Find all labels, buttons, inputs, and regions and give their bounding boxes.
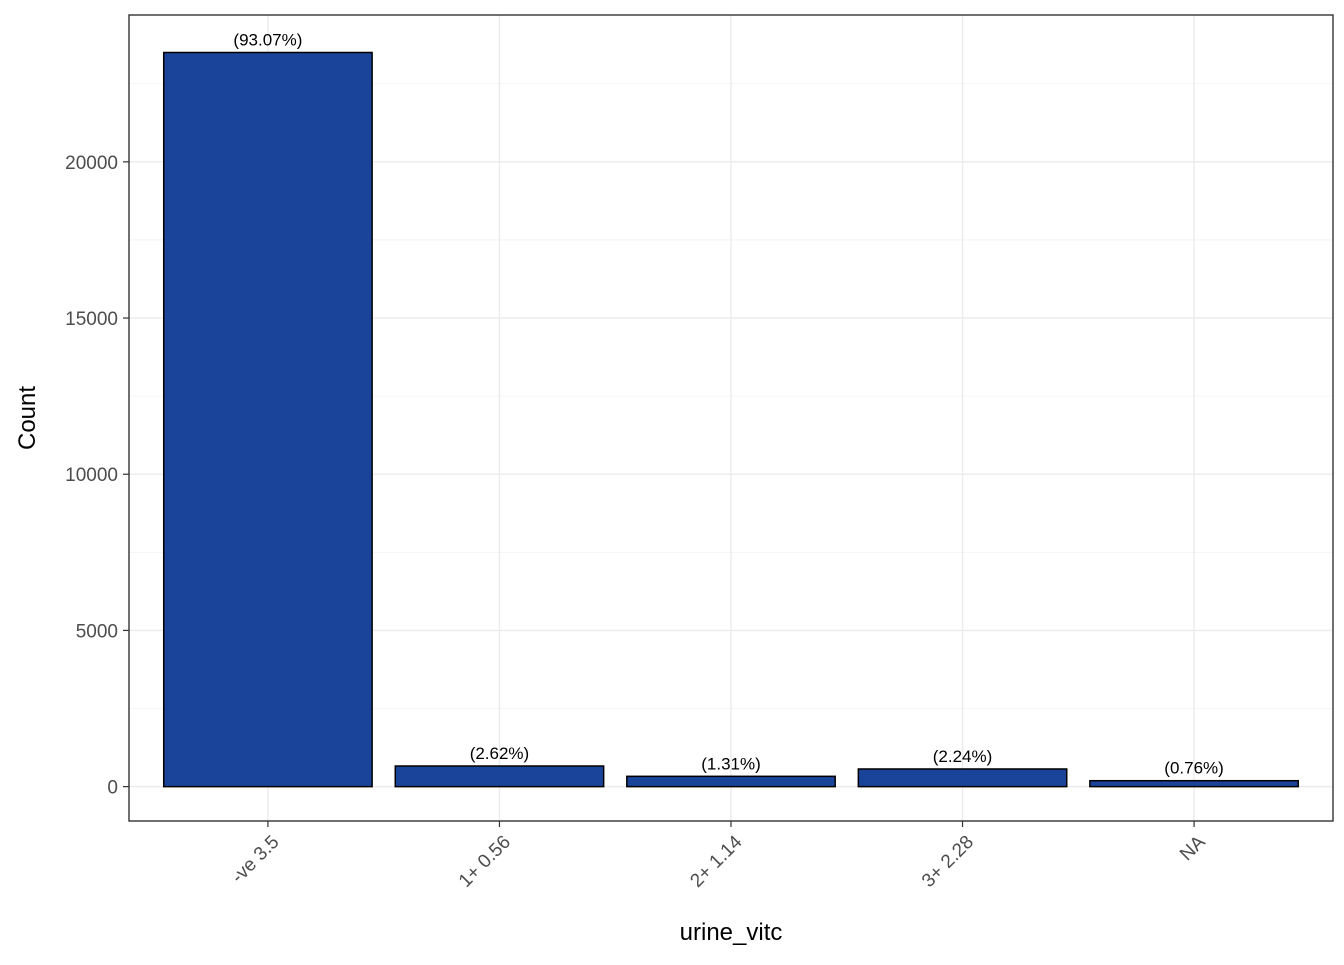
data-label-1: (2.62%) — [470, 744, 530, 763]
x-axis-title: urine_vitc — [680, 919, 783, 946]
data-label-2: (1.31%) — [701, 754, 761, 773]
bars — [162, 51, 1300, 788]
data-labels: (93.07%) (2.62%) (1.31%) (2.24%) (0.76%) — [233, 30, 1223, 777]
bar-2 — [626, 775, 836, 788]
data-label-0: (93.07%) — [233, 30, 302, 49]
x-tick-label: -ve 3.5 — [228, 832, 284, 888]
x-tick-label: NA — [1176, 831, 1210, 865]
bar-3 — [857, 768, 1068, 788]
y-tick-label: 5000 — [76, 621, 118, 642]
x-tick-label: 2+ 1.14 — [686, 831, 746, 891]
bar-4 — [1089, 779, 1300, 788]
y-tick-label: 20000 — [65, 153, 118, 174]
bar-1 — [394, 765, 605, 788]
x-tick-label: 1+ 0.56 — [455, 832, 515, 892]
data-label-4: (0.76%) — [1164, 759, 1224, 778]
y-tick-label: 15000 — [65, 309, 118, 330]
y-tick-label: 0 — [107, 778, 118, 799]
y-axis-title: Count — [14, 386, 41, 450]
y-tick-label: 10000 — [65, 465, 118, 486]
x-axis: -ve 3.5 1+ 0.56 2+ 1.14 3+ 2.28 NA — [228, 821, 1210, 892]
data-label-3: (2.24%) — [933, 747, 993, 766]
x-tick-label: 3+ 2.28 — [918, 832, 978, 892]
y-axis: 0 5000 10000 15000 20000 — [65, 153, 129, 799]
bar-0 — [162, 51, 373, 788]
